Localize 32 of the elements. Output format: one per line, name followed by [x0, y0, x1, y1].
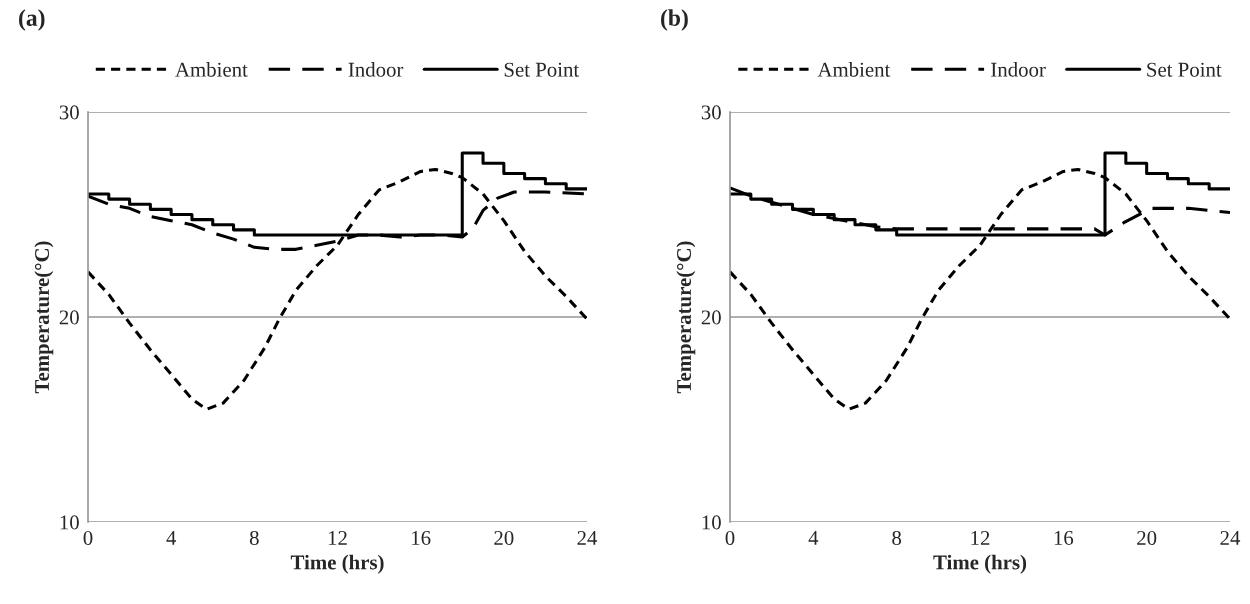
y-tick-label: 20: [59, 310, 79, 325]
y-tick-label: 10: [702, 515, 721, 530]
x-tick-label: 4: [808, 531, 819, 545]
x-axis-title: Time (hrs): [290, 554, 384, 574]
y-axis-title: Temperature(°C): [676, 241, 696, 394]
y-tick-label: 30: [59, 105, 79, 120]
x-tick-label: 20: [494, 530, 514, 545]
y-axis-title: Temperature(°C): [34, 241, 54, 394]
y-tick-label: 20: [701, 310, 721, 325]
legend-label: Indoor: [348, 62, 404, 77]
x-tick-label: 20: [1137, 530, 1157, 545]
x-tick-label: 0: [83, 530, 93, 545]
y-tick-label: 10: [60, 515, 79, 530]
x-tick-label: 24: [577, 530, 598, 545]
chart-title: (b): [661, 9, 688, 31]
x-axis-title: Time (hrs): [933, 554, 1027, 574]
x-tick-label: 12: [328, 530, 347, 545]
y-tick-label: 30: [701, 105, 721, 120]
legend-label: Indoor: [991, 62, 1046, 77]
x-tick-label: 8: [892, 530, 902, 545]
x-tick-label: 0: [725, 530, 735, 545]
x-tick-label: 16: [412, 530, 431, 545]
legend-label: Ambient: [817, 62, 891, 77]
x-tick-label: 12: [971, 530, 990, 545]
chart-title: (a): [19, 9, 45, 31]
x-tick-label: 24: [1220, 530, 1241, 545]
legend-label: Ambient: [175, 62, 248, 77]
legend-label: Set Point: [504, 62, 580, 77]
legend-label: Set Point: [1147, 62, 1222, 77]
x-tick-label: 8: [249, 530, 259, 545]
x-tick-label: 4: [166, 531, 177, 545]
x-tick-label: 16: [1054, 530, 1074, 545]
